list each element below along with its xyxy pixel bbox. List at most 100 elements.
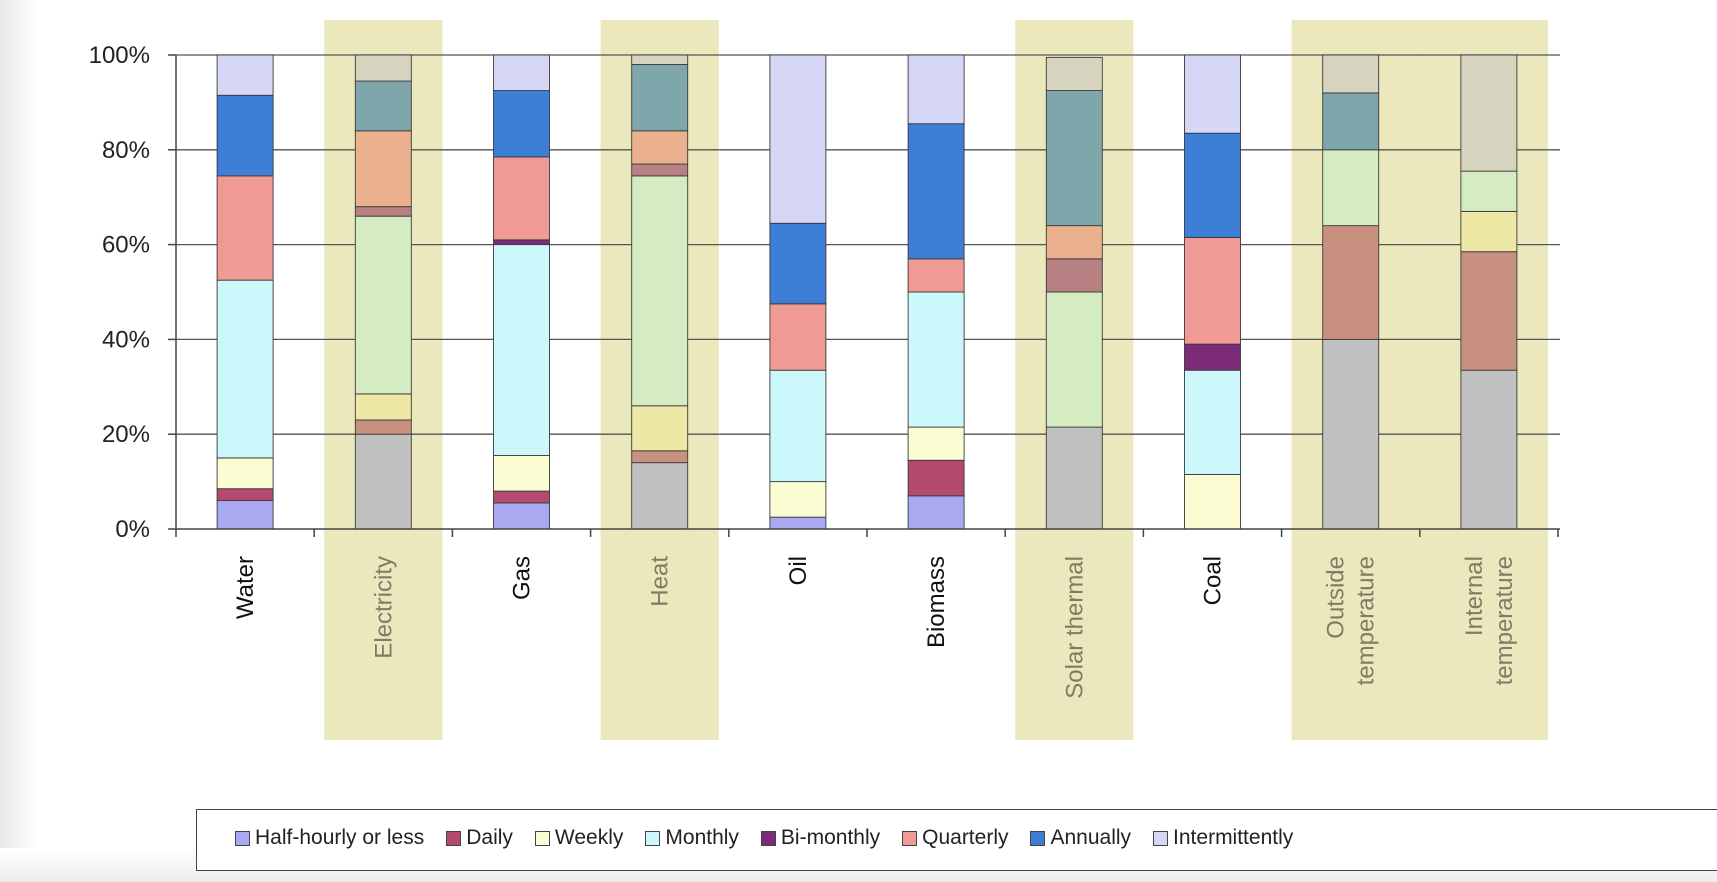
bar-segment-solar-thermal-series-7 bbox=[1045, 291, 1103, 428]
y-tick-label: 40% bbox=[102, 326, 150, 353]
bar-segment-outside-temperature-series-0 bbox=[1322, 338, 1380, 530]
bar-segment-internal-temperature-series-7 bbox=[1460, 170, 1518, 212]
bar-segment-electricity-series-15 bbox=[354, 54, 412, 82]
bar-segment-electricity-series-5 bbox=[354, 393, 412, 421]
bar-segment-oil-quarterly bbox=[769, 303, 827, 371]
bar-segment-biomass-daily bbox=[907, 459, 965, 497]
bar-stacks bbox=[216, 54, 1518, 530]
bar-segment-gas-intermittently bbox=[493, 54, 550, 91]
legend-item-bi-monthly: Bi-monthly bbox=[760, 826, 881, 850]
legend-item-monthly: Monthly bbox=[645, 826, 739, 850]
x-label-gas: Gas bbox=[509, 556, 536, 600]
bar-segment-solar-thermal-series-15 bbox=[1045, 56, 1103, 91]
bar-stack-coal bbox=[1184, 54, 1241, 530]
legend-swatch bbox=[1030, 830, 1046, 846]
bar-stack-outside-temperature bbox=[1322, 54, 1380, 530]
legend-swatch bbox=[534, 830, 550, 846]
legend: Half-hourly or less Daily Weekly Monthly Bi-… bbox=[196, 809, 1717, 871]
y-tick-labels: 0% 20% 40% 60% 80% 100% bbox=[89, 42, 150, 543]
bar-segment-water-quarterly bbox=[216, 175, 274, 281]
legend-label: Quarterly bbox=[922, 826, 1009, 849]
bar-segment-coal-weekly bbox=[1184, 474, 1241, 530]
legend-label: Half-hourly or less bbox=[255, 826, 425, 849]
bar-segment-solar-thermal-series-11 bbox=[1045, 225, 1103, 260]
bar-segment-coal-quarterly bbox=[1184, 237, 1241, 345]
legend-label: Annually bbox=[1050, 826, 1132, 849]
bar-segment-heat-series-11 bbox=[631, 130, 689, 165]
legend-label: Bi-monthly bbox=[780, 826, 881, 849]
bar-segment-gas-daily bbox=[493, 490, 550, 504]
bar-segment-water-intermittently bbox=[216, 54, 274, 96]
legend-item-half-hourly-or-less: Half-hourly or less bbox=[235, 826, 424, 850]
bar-stack-gas bbox=[493, 54, 550, 530]
bar-segment-oil-annually bbox=[769, 222, 827, 305]
x-label-internal-temperature: Internal temperature bbox=[1461, 556, 1518, 685]
bar-segment-heat-series-0 bbox=[631, 462, 689, 530]
bar-segment-gas-weekly bbox=[493, 455, 550, 492]
legend-item-weekly: Weekly bbox=[534, 826, 623, 850]
bar-segment-coal-monthly bbox=[1184, 369, 1241, 475]
bar-segment-water-half-hourly-or-less bbox=[216, 500, 274, 530]
bar-segment-solar-thermal-series-13 bbox=[1045, 90, 1103, 227]
bar-segment-biomass-annually bbox=[907, 123, 965, 260]
legend-swatch bbox=[645, 830, 661, 846]
bar-segment-gas-quarterly bbox=[493, 156, 550, 241]
bar-segment-coal-annually bbox=[1184, 132, 1241, 238]
bar-segment-electricity-series-9 bbox=[354, 206, 412, 217]
legend-label: Intermittently bbox=[1173, 826, 1294, 849]
y-tick-label: 0% bbox=[115, 516, 150, 543]
bar-segment-internal-temperature-series-15 bbox=[1460, 54, 1518, 172]
bar-segment-gas-bi-monthly bbox=[493, 239, 550, 246]
bar-segment-gas-annually bbox=[493, 90, 550, 158]
bar-segment-coal-intermittently bbox=[1184, 54, 1241, 134]
bar-segment-oil-intermittently bbox=[769, 54, 827, 224]
bar-segment-water-monthly bbox=[216, 279, 274, 459]
bar-segment-biomass-monthly bbox=[907, 291, 965, 428]
legend-label: Monthly bbox=[665, 826, 739, 849]
bar-stack-water bbox=[216, 54, 274, 530]
bar-stack-heat bbox=[631, 54, 689, 530]
left-shadow bbox=[0, 0, 40, 882]
legend-swatch bbox=[902, 830, 918, 846]
legend-swatch bbox=[235, 830, 250, 846]
y-tick-label: 100% bbox=[89, 42, 150, 69]
bar-segment-outside-temperature-series-15 bbox=[1322, 54, 1380, 94]
bar-segment-oil-half-hourly-or-less bbox=[769, 516, 827, 530]
bar-stack-solar-thermal bbox=[1045, 56, 1103, 530]
bar-segment-internal-temperature-series-3 bbox=[1460, 251, 1518, 371]
x-category-labels: Water Electricity Gas Heat Oil Biomass Solar t… bbox=[232, 556, 1518, 699]
bar-segment-biomass-intermittently bbox=[907, 54, 965, 125]
bar-stack-biomass bbox=[907, 54, 965, 530]
legend-item-daily: Daily bbox=[446, 826, 513, 850]
bar-segment-outside-temperature-series-13 bbox=[1322, 92, 1380, 151]
bar-segment-biomass-half-hourly-or-less bbox=[907, 495, 965, 530]
y-tick-label: 80% bbox=[102, 137, 150, 164]
bar-segment-solar-thermal-series-0 bbox=[1045, 426, 1103, 530]
legend-label: Daily bbox=[466, 826, 513, 849]
y-tick-label: 20% bbox=[102, 421, 150, 448]
bar-segment-internal-temperature-series-0 bbox=[1460, 369, 1518, 530]
bar-segment-heat-series-9 bbox=[631, 163, 689, 177]
x-label-solar-thermal: Solar thermal bbox=[1061, 556, 1088, 699]
legend-item-annually: Annually bbox=[1030, 826, 1131, 850]
legend-swatch bbox=[760, 830, 776, 846]
x-label-heat: Heat bbox=[647, 556, 674, 607]
legend-item-quarterly: Quarterly bbox=[902, 826, 1008, 850]
bar-segment-internal-temperature-series-5 bbox=[1460, 210, 1518, 253]
x-label-biomass: Biomass bbox=[923, 556, 950, 648]
bar-segment-heat-series-5 bbox=[631, 405, 689, 452]
legend-swatch bbox=[1153, 830, 1169, 846]
bar-segment-heat-series-15 bbox=[631, 54, 689, 65]
x-label-water: Water bbox=[232, 556, 259, 619]
bar-stack-internal-temperature bbox=[1460, 54, 1518, 530]
x-label-electricity: Electricity bbox=[370, 556, 397, 659]
bar-segment-outside-temperature-series-7 bbox=[1322, 149, 1380, 227]
x-label-oil: Oil bbox=[785, 556, 812, 585]
legend-item-intermittently: Intermittently bbox=[1153, 826, 1293, 850]
legend-items: Half-hourly or less Daily Weekly Monthly Bi-… bbox=[235, 826, 1315, 850]
bar-segment-water-weekly bbox=[216, 457, 274, 490]
bar-segment-electricity-series-0 bbox=[354, 433, 412, 530]
bar-segment-electricity-series-7 bbox=[354, 215, 412, 395]
bar-segment-water-annually bbox=[216, 94, 274, 177]
